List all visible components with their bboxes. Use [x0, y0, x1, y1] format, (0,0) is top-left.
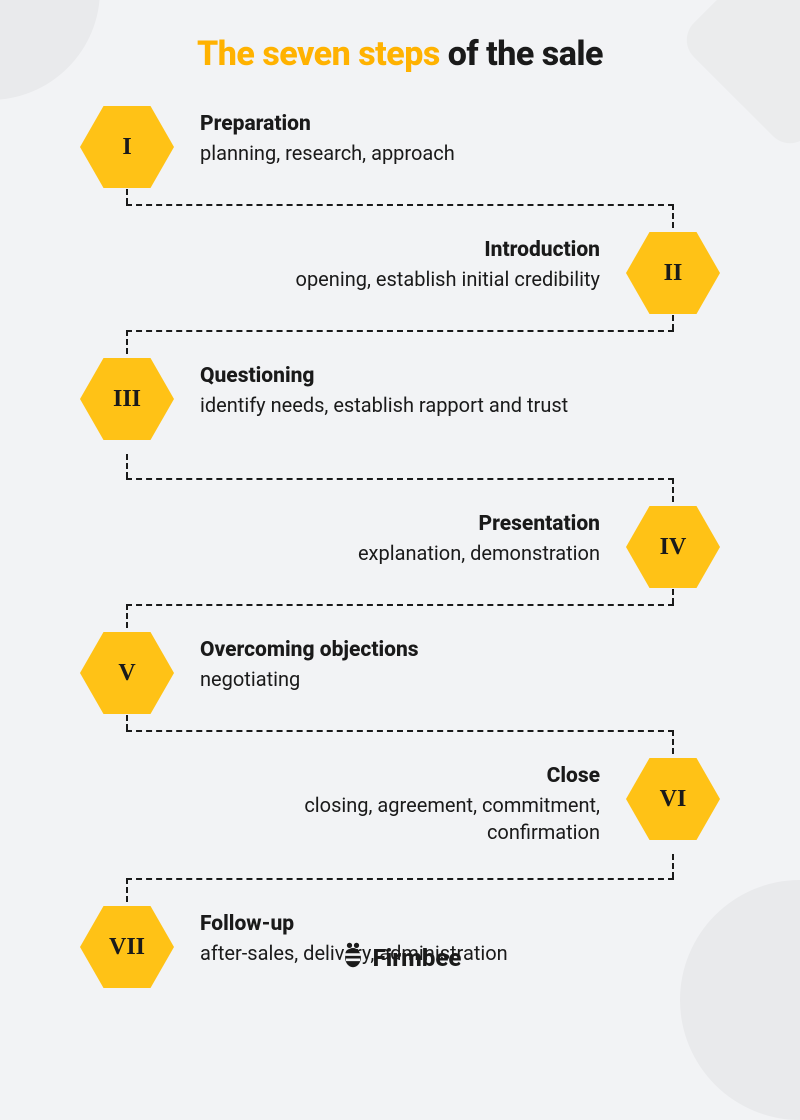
step-desc: explanation, demonstration: [358, 540, 600, 567]
connector: [126, 604, 674, 606]
step-desc: planning, research, approach: [200, 140, 455, 167]
connector: [126, 330, 674, 332]
step-text: Preparation planning, research, approach: [200, 112, 455, 167]
step-numeral: IV: [660, 534, 687, 561]
step-numeral: II: [664, 260, 683, 287]
step-heading: Overcoming objections: [200, 638, 419, 662]
bee-icon: [339, 940, 367, 976]
step-3: III Questioning identify needs, establish …: [0, 352, 800, 500]
title-rest: of the sale: [440, 34, 603, 74]
step-4: IV Presentation explanation, demonstration: [0, 500, 800, 626]
step-6: VI Close closing, agreement, commitment, c…: [0, 752, 800, 900]
step-text: Introduction opening, establish initial c…: [296, 238, 600, 293]
step-desc: opening, establish initial credibility: [296, 266, 600, 293]
step-heading: Close: [200, 764, 600, 788]
connector: [126, 204, 674, 206]
step-heading: Introduction: [296, 238, 600, 262]
step-desc: negotiating: [200, 666, 419, 693]
step-numeral: VI: [660, 786, 687, 813]
connector-rise: [126, 604, 128, 628]
step-hexagon: II: [626, 232, 720, 314]
step-numeral: V: [118, 660, 135, 687]
step-text: Questioning identify needs, establish rap…: [200, 364, 568, 419]
step-desc: identify needs, establish rapport and tr…: [200, 392, 568, 419]
step-hexagon: I: [80, 106, 174, 188]
connector-rise: [126, 330, 128, 354]
step-desc: closing, agreement, commitment, confirma…: [200, 792, 600, 846]
connector-rise: [672, 204, 674, 228]
connector-drop: [672, 854, 674, 878]
step-5: V Overcoming objections negotiating: [0, 626, 800, 752]
step-hexagon: VI: [626, 758, 720, 840]
connector-rise: [672, 730, 674, 754]
step-heading: Follow-up: [200, 912, 508, 936]
connector: [126, 478, 674, 480]
step-hexagon: IV: [626, 506, 720, 588]
step-numeral: III: [113, 386, 141, 413]
step-heading: Presentation: [358, 512, 600, 536]
brand-name: Firmbee: [373, 944, 462, 972]
step-2: II Introduction opening, establish initial…: [0, 226, 800, 352]
page-title: The seven steps of the sale: [0, 34, 800, 74]
connector-rise: [672, 478, 674, 502]
step-text: Close closing, agreement, commitment, con…: [200, 764, 600, 846]
connector-drop: [126, 454, 128, 478]
step-hexagon: V: [80, 632, 174, 714]
step-numeral: VII: [109, 934, 145, 961]
step-numeral: I: [122, 134, 131, 161]
step-1: I Preparation planning, research, approach: [0, 100, 800, 226]
step-hexagon: VII: [80, 906, 174, 988]
step-heading: Preparation: [200, 112, 455, 136]
step-text: Presentation explanation, demonstration: [358, 512, 600, 567]
step-text: Overcoming objections negotiating: [200, 638, 419, 693]
step-heading: Questioning: [200, 364, 568, 388]
connector-rise: [126, 878, 128, 902]
brand: Firmbee: [339, 940, 462, 976]
connector: [126, 878, 674, 880]
step-hexagon: III: [80, 358, 174, 440]
connector: [126, 730, 674, 732]
title-accent: The seven steps: [197, 34, 440, 74]
